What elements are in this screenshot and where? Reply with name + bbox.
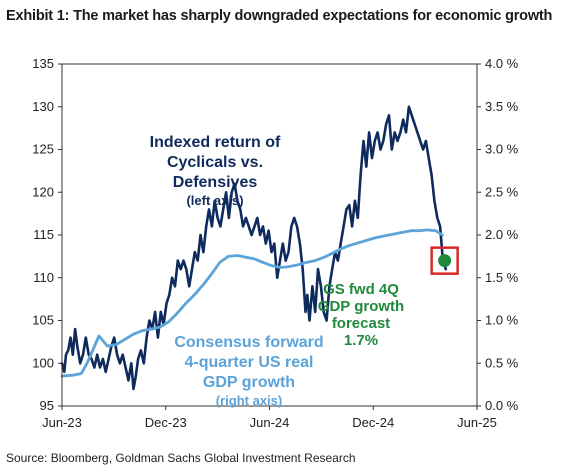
chart-title: Exhibit 1: The market has sharply downgr… (6, 8, 553, 24)
forecast-label-line: GDP growth (318, 298, 404, 315)
forecast-highlight-box (430, 246, 459, 275)
left-axis-tick-label: 110 (33, 270, 54, 285)
left-axis-tick-label: 115 (33, 227, 54, 242)
right-axis-tick-label: 4.0 % (485, 56, 519, 71)
left-axis-tick-label: 105 (32, 313, 54, 328)
source-note: Source: Bloomberg, Goldman Sachs Global … (6, 451, 356, 465)
forecast-label-line: forecast (332, 315, 390, 332)
consensus-line (60, 228, 444, 378)
cyclicals-line (60, 105, 448, 391)
consensus-label-line: Consensus forward (174, 334, 323, 351)
annotation-layer: Indexed return of Cyclicals vs. Defensives… (150, 134, 459, 408)
left-axis-tick-label: 125 (32, 142, 54, 157)
right-axis-tick-label: 2.5 % (485, 184, 519, 199)
left-axis-tick-label: 120 (32, 184, 54, 199)
cyclicals-label-sub: (left axis) (186, 193, 243, 208)
cyclicals-label-line: Cyclicals vs. (167, 154, 263, 171)
right-axis-tick-label: 1.0 % (485, 313, 519, 328)
right-axis-tick-label: 3.0 % (485, 142, 519, 157)
right-axis-tick-label: 1.5 % (485, 270, 519, 285)
left-axis-tick-label: 135 (32, 56, 54, 71)
consensus-label-line: 4-quarter US real (185, 354, 314, 371)
axis-ticks: 95 100 105 110 115 120 125 130 135 0.0 % 0.5 % 1.0 … (32, 56, 518, 430)
cyclicals-label-line: Indexed return of (150, 134, 281, 151)
consensus-label-sub: (right axis) (216, 393, 282, 408)
x-axis-tick-label: Dec-24 (352, 415, 394, 430)
x-axis-tick-label: Jun-24 (250, 415, 290, 430)
x-axis-tick-label: Dec-23 (145, 415, 187, 430)
right-axis-tick-label: 3.5 % (485, 99, 519, 114)
x-axis-tick-label: Jun-23 (42, 415, 82, 430)
forecast-label-line: 1.7% (344, 332, 378, 349)
left-axis-tick-label: 130 (32, 99, 54, 114)
x-axis-tick-label: Jun-25 (457, 415, 497, 430)
forecast-marker (438, 254, 452, 268)
forecast-label-line: GS fwd 4Q (323, 281, 399, 298)
left-axis-tick-label: 100 (32, 355, 54, 370)
right-axis-tick-label: 2.0 % (485, 227, 519, 242)
right-axis-tick-label: 0.0 % (485, 398, 519, 413)
consensus-label-line: GDP growth (203, 374, 295, 391)
right-axis-tick-label: 0.5 % (485, 355, 519, 370)
left-axis-tick-label: 95 (40, 398, 54, 413)
series-layer (60, 105, 448, 391)
cyclicals-label-line: Defensives (173, 174, 258, 191)
